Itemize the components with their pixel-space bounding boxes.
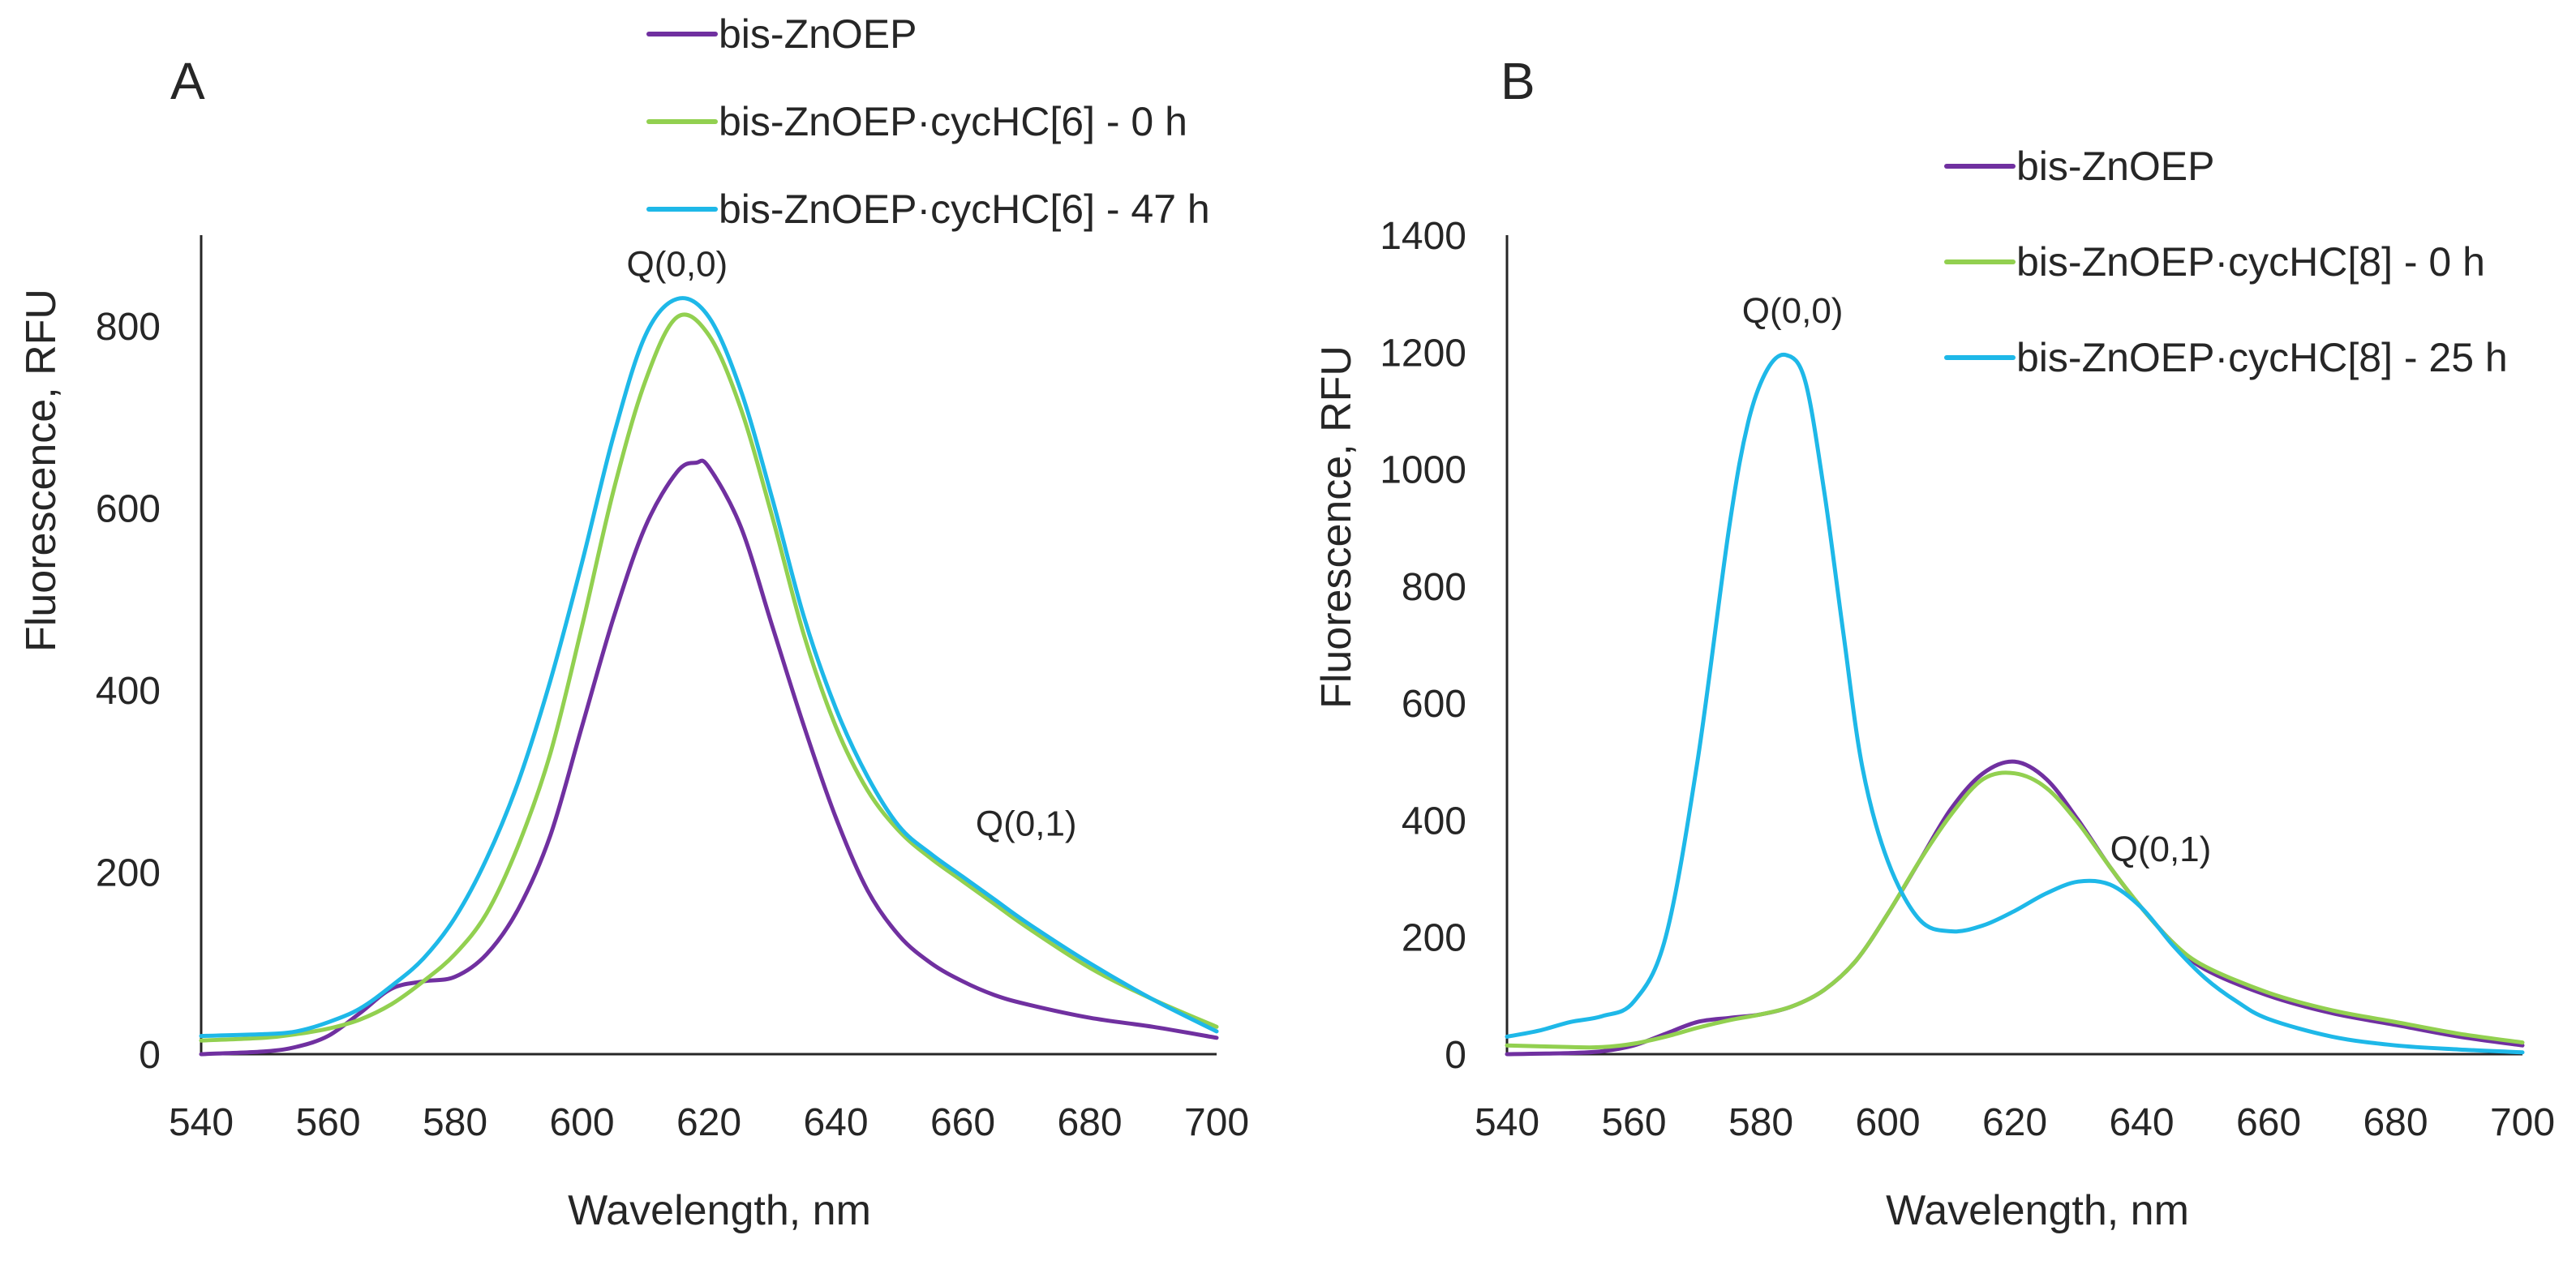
panel-b-legend-label: bis-ZnOEP <box>2016 144 2215 189</box>
panel-a-x-tick-label: 580 <box>423 1101 487 1144</box>
panel-a-y-axis-title: Fluorescence, RFU <box>18 289 65 652</box>
panel-a-series-group <box>199 296 1219 1057</box>
panel-a-x-tick-label: 620 <box>676 1101 741 1144</box>
panel-b-x-tick-label: 660 <box>2236 1101 2301 1144</box>
panel-a-axes <box>200 235 1217 1056</box>
panel-a-series-line-1 <box>199 312 1219 1043</box>
panel-a-x-tick-label: 680 <box>1057 1101 1122 1144</box>
panel-a-y-tick-label: 200 <box>96 852 161 895</box>
panel-a-x-tick-label: 700 <box>1184 1101 1249 1144</box>
panel-a-y-tick-label: 600 <box>96 488 161 531</box>
panel-a-x-tick-label: 640 <box>803 1101 868 1144</box>
panel-b-ticks: 540 560 580 600 620 640 660 680 700 0 200 400 600 800… <box>1380 215 2555 1144</box>
panel-b-chart: B Fluorescence, RFU Wavelength, nm 540 56… <box>1313 52 2555 1234</box>
panel-b-x-tick-label: 540 <box>1475 1101 1539 1144</box>
panel-b-legend-label: bis-ZnOEP·cycHC[8] - 0 h <box>2016 239 2485 285</box>
panel-a-x-tick-label: 600 <box>549 1101 614 1144</box>
panel-a-y-tick-label: 800 <box>96 306 161 349</box>
panel-b-x-axis-title: Wavelength, nm <box>1886 1187 2189 1234</box>
panel-b-y-tick-label: 400 <box>1402 800 1466 843</box>
panel-b-series-line-0 <box>1505 759 2525 1057</box>
panel-b-annotation-label: Q(0,0) <box>1742 291 1844 331</box>
panel-b-y-tick-label: 1400 <box>1380 215 1466 258</box>
panel-b-y-tick-label: 600 <box>1402 683 1466 726</box>
panel-a-x-tick-label: 560 <box>295 1101 360 1144</box>
panel-b-y-tick-label: 800 <box>1402 566 1466 609</box>
panel-a-annotation-label: Q(0,0) <box>627 245 728 285</box>
panel-b-x-tick-label: 680 <box>2363 1101 2428 1144</box>
panel-b-x-tick-label: 700 <box>2490 1101 2555 1144</box>
panel-b-series-line-1 <box>1505 770 2525 1050</box>
panel-b-x-tick-label: 620 <box>1982 1101 2047 1144</box>
panel-a-series-line-0 <box>199 458 1219 1057</box>
panel-b-x-tick-label: 580 <box>1728 1101 1793 1144</box>
panel-b-y-tick-label: 1200 <box>1380 332 1466 375</box>
panel-b-y-tick-label: 200 <box>1402 917 1466 960</box>
panel-b-y-tick-label: 1000 <box>1380 449 1466 492</box>
panel-a-annotation-label: Q(0,1) <box>976 804 1077 844</box>
panel-b-legend: bis-ZnOEP bis-ZnOEP·cycHC[8] - 0 h bis-ZnO… <box>1944 144 2508 380</box>
panel-a-y-tick-label: 0 <box>139 1034 161 1077</box>
panel-a-chart: A Fluorescence, RFU Wavelength, nm 540 56… <box>18 11 1249 1234</box>
panel-b-label: B <box>1501 52 1535 110</box>
panel-b-y-axis-title: Fluorescence, RFU <box>1313 345 1360 709</box>
panel-b-annotation-label: Q(0,1) <box>2110 830 2212 869</box>
panel-a-legend-label: bis-ZnOEP·cycHC[6] - 47 h <box>719 187 1210 232</box>
panel-a-legend-label: bis-ZnOEP <box>719 11 917 57</box>
panel-b-series-group <box>1505 352 2525 1057</box>
panel-a-series-line-2 <box>199 296 1219 1039</box>
panel-a-x-axis-title: Wavelength, nm <box>568 1187 871 1234</box>
panel-b-annotations: Q(0,0) Q(0,1) <box>1742 291 2212 869</box>
panel-a-y-tick-label: 400 <box>96 670 161 713</box>
panel-a-ticks: 540 560 580 600 620 640 660 680 700 0 200 400 600 800 <box>96 306 1249 1144</box>
panel-b-x-tick-label: 640 <box>2109 1101 2174 1144</box>
panel-a-annotations: Q(0,0) Q(0,1) <box>627 245 1077 844</box>
panel-a-legend: bis-ZnOEP bis-ZnOEP·cycHC[6] - 0 h bis-ZnO… <box>646 11 1210 232</box>
panel-a-x-tick-label: 660 <box>930 1101 995 1144</box>
panel-a-label: A <box>170 52 205 110</box>
panel-b-legend-label: bis-ZnOEP·cycHC[8] - 25 h <box>2016 335 2508 380</box>
panel-b-x-tick-label: 560 <box>1601 1101 1666 1144</box>
panel-b-y-tick-label: 0 <box>1445 1034 1466 1077</box>
panel-b-x-tick-label: 600 <box>1855 1101 1920 1144</box>
panel-a-legend-label: bis-ZnOEP·cycHC[6] - 0 h <box>719 99 1187 144</box>
panel-b-axes <box>1505 235 2522 1056</box>
panel-b-series-line-2 <box>1505 352 2525 1055</box>
panel-a-x-tick-label: 540 <box>169 1101 234 1144</box>
